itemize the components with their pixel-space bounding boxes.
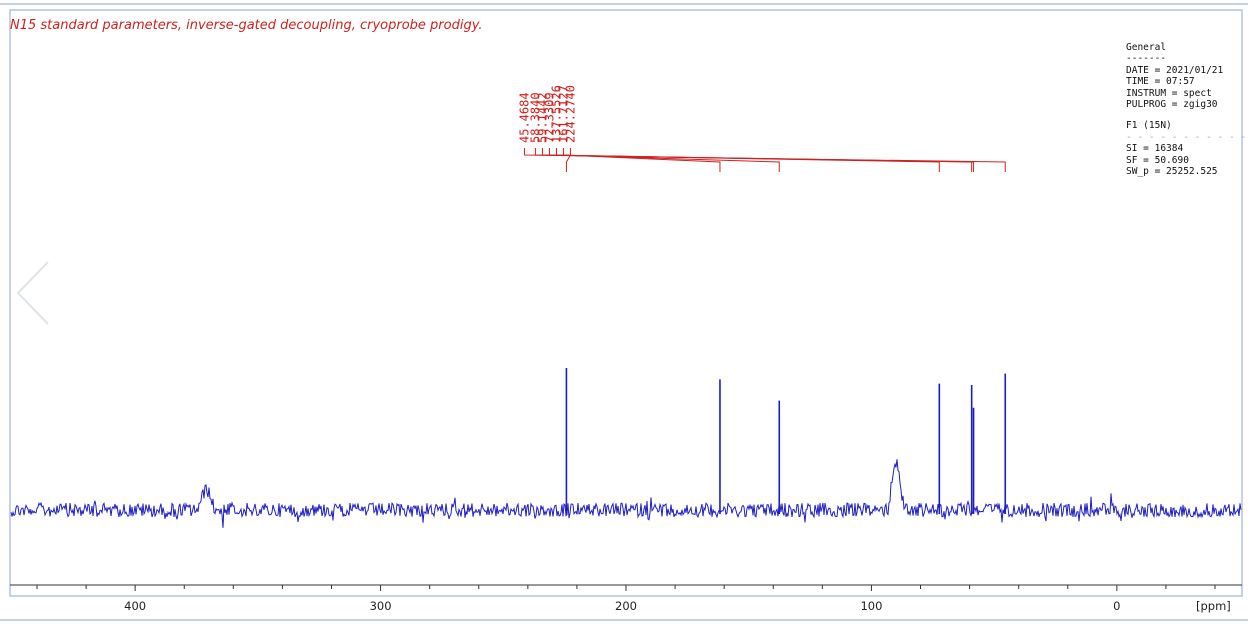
peak-label: 45.4684 — [517, 92, 531, 143]
peak-connector — [555, 148, 780, 172]
peak-connector — [523, 148, 1006, 172]
peak-label: 137.5526 — [549, 85, 563, 143]
x-axis-tick-labels: 400 300 200 100 0 — [124, 599, 1120, 613]
peak-label: 58.3840 — [528, 92, 542, 143]
params-time: TIME = 07:57 — [1126, 76, 1195, 88]
peak-label: 59.1442 — [535, 92, 549, 143]
params-heading: General — [1126, 42, 1167, 53]
chevron-left-icon[interactable] — [14, 258, 54, 328]
spectrum-title: N15 standard parameters, inverse-gated d… — [10, 18, 483, 33]
peak-connector — [562, 148, 721, 172]
params-f1: F1 (15N) — [1126, 120, 1172, 132]
acquisition-parameters: General ------- DATE = 2021/01/21 TIME =… — [1126, 42, 1247, 178]
peak-label: 72.3309 — [542, 92, 556, 143]
params-pulprog: PULPROG = zgig30 — [1126, 99, 1218, 111]
params-sf: SF = 50.690 — [1126, 154, 1189, 166]
params-f1-rule: - - - - - - - - - - - — [1126, 131, 1247, 143]
params-instrum: INSTRUM = spect — [1126, 87, 1212, 99]
plot-frame — [9, 9, 1243, 597]
peak-label: 224.2740 — [563, 85, 577, 143]
x-tick-label: 100 — [860, 599, 882, 613]
peak-labels: 224.2740161.7127137.552672.330959.144258… — [517, 85, 1006, 172]
peak-connector — [565, 148, 571, 172]
spectrum-trace — [10, 459, 1242, 528]
x-axis-ticks — [36, 585, 1216, 591]
x-axis-label: [ppm] — [1196, 599, 1231, 613]
params-si: SI = 16384 — [1126, 143, 1184, 155]
params-date: DATE = 2021/01/21 — [1126, 64, 1224, 76]
x-tick-label: 400 — [124, 599, 146, 613]
params-rule: ------- — [1126, 53, 1167, 65]
x-tick-label: 0 — [1113, 599, 1120, 613]
peak-lines — [565, 368, 1007, 514]
x-tick-label: 300 — [370, 599, 392, 613]
x-tick-label: 200 — [615, 599, 637, 613]
params-sw-p: SW_p = 25252.525 — [1126, 166, 1218, 178]
peak-label: 161.7127 — [556, 85, 570, 143]
